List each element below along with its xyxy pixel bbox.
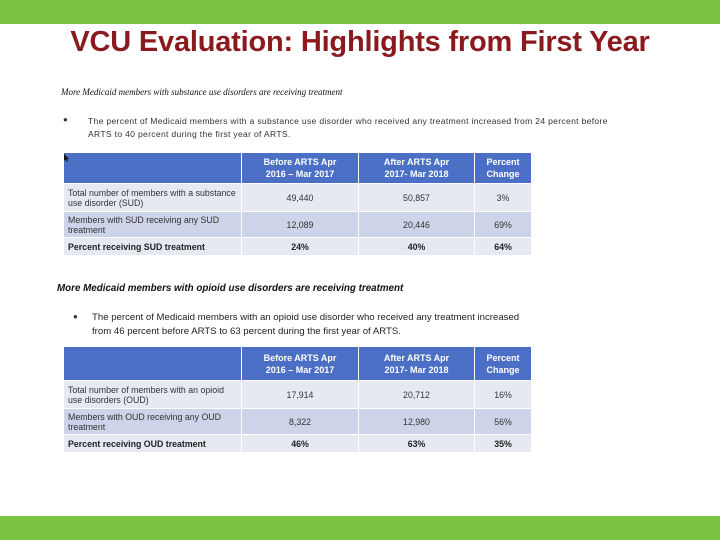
row-label: Total number of members with an opioid u… <box>64 380 242 408</box>
after-value: 50,857 <box>359 183 475 211</box>
before-value: 46% <box>242 434 359 452</box>
after-value: 12,980 <box>359 408 475 434</box>
row-label: Total number of members with a substance… <box>64 183 242 211</box>
bullet-icon: ● <box>73 312 78 321</box>
row-label: Percent receiving OUD treatment <box>64 434 242 452</box>
slide-title: VCU Evaluation: Highlights from First Ye… <box>70 26 650 58</box>
table-row: Total number of members with a substance… <box>64 183 531 211</box>
table-header-change: Percent Change <box>475 347 531 380</box>
table-row: Percent receiving OUD treatment 46% 63% … <box>64 434 531 452</box>
table-row: Members with OUD receiving any OUD treat… <box>64 408 531 434</box>
table-header-change: Percent Change <box>475 153 531 183</box>
section2-heading: More Medicaid members with opioid use di… <box>57 283 404 294</box>
row-label: Members with SUD receiving any SUD treat… <box>64 211 242 237</box>
change-value: 35% <box>475 434 531 452</box>
sud-table: Before ARTS Apr 2016 – Mar 2017 After AR… <box>64 153 531 255</box>
change-value: 64% <box>475 237 531 255</box>
change-value: 56% <box>475 408 531 434</box>
table-header-before: Before ARTS Apr 2016 – Mar 2017 <box>242 347 359 380</box>
before-value: 24% <box>242 237 359 255</box>
change-value: 16% <box>475 380 531 408</box>
before-value: 49,440 <box>242 183 359 211</box>
table-header-before: Before ARTS Apr 2016 – Mar 2017 <box>242 153 359 183</box>
table-header-after: After ARTS Apr 2017- Mar 2018 <box>359 347 475 380</box>
row-label: Percent receiving SUD treatment <box>64 237 242 255</box>
after-value: 20,712 <box>359 380 475 408</box>
oud-table: Before ARTS Apr 2016 – Mar 2017 After AR… <box>64 347 531 452</box>
table-header-blank <box>64 347 242 380</box>
change-value: 3% <box>475 183 531 211</box>
after-value: 40% <box>359 237 475 255</box>
after-value: 20,446 <box>359 211 475 237</box>
after-value: 63% <box>359 434 475 452</box>
mouse-cursor-icon <box>64 154 69 162</box>
row-label: Members with OUD receiving any OUD treat… <box>64 408 242 434</box>
bottom-accent-bar <box>0 516 720 540</box>
section1-bullet-text: The percent of Medicaid members with a s… <box>88 116 608 139</box>
table-header-after: After ARTS Apr 2017- Mar 2018 <box>359 153 475 183</box>
table-row: Percent receiving SUD treatment 24% 40% … <box>64 237 531 255</box>
before-value: 17,914 <box>242 380 359 408</box>
change-value: 69% <box>475 211 531 237</box>
table-header-blank <box>64 153 242 183</box>
bullet-icon: ● <box>63 115 68 124</box>
table-row: Members with SUD receiving any SUD treat… <box>64 211 531 237</box>
section1-heading: More Medicaid members with substance use… <box>61 87 343 97</box>
before-value: 8,322 <box>242 408 359 434</box>
table-row: Total number of members with an opioid u… <box>64 380 531 408</box>
before-value: 12,089 <box>242 211 359 237</box>
top-accent-bar <box>0 0 720 24</box>
section2-bullet-text: The percent of Medicaid members with an … <box>92 312 520 337</box>
